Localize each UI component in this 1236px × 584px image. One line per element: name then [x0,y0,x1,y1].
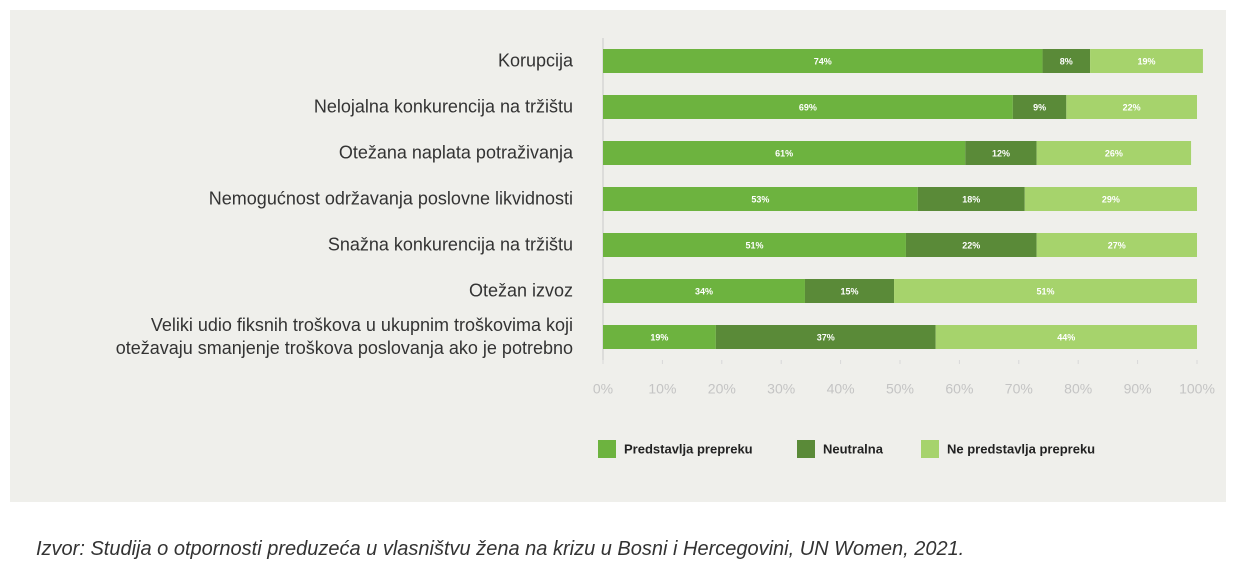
x-tick-label: 30% [767,381,795,397]
bar-segment [917,187,1025,211]
x-tick-label: 10% [648,381,676,397]
category-label: Nelojalna konkurencija na tržištu [313,96,573,117]
legend-swatch [598,440,616,458]
x-tick-label: 100% [1179,381,1215,397]
value-label: 74% [814,56,832,66]
category-label: Otežana naplata potraživanja [338,142,573,163]
legend-swatch [921,440,939,458]
value-label: 53% [751,194,769,204]
value-label: 19% [650,332,668,342]
category-label: Nemogućnost održavanja poslovne likvidno… [208,188,573,209]
bar-segment [603,49,1043,73]
category-label: Veliki udio fiksnih troškova u ukupnim t… [115,315,573,358]
legend-swatch [797,440,815,458]
bar-segment [1066,95,1197,119]
bar-segment [1090,49,1203,73]
x-tick-label: 60% [945,381,973,397]
x-tick-label: 80% [1064,381,1092,397]
value-label: 44% [1057,332,1075,342]
value-label: 19% [1138,56,1156,66]
value-label: 26% [1105,148,1123,158]
x-tick-label: 70% [1005,381,1033,397]
bar-segment [804,279,895,303]
bar-segment [603,187,918,211]
bar-segment [1036,141,1192,165]
value-label: 22% [962,240,980,250]
bar-segment [1024,187,1197,211]
bar-segment [894,279,1197,303]
legend-label: Predstavlja prepreku [624,441,753,456]
value-label: 22% [1123,102,1141,112]
bar-segment [603,95,1013,119]
x-tick-label: 50% [886,381,914,397]
category-label: Korupcija [497,50,573,71]
bar-segment [603,279,805,303]
x-tick-label: 40% [827,381,855,397]
category-label: Snažna konkurencija na tržištu [327,234,573,255]
value-label: 34% [695,286,713,296]
value-label: 29% [1102,194,1120,204]
value-label: 18% [962,194,980,204]
x-tick-label: 20% [708,381,736,397]
bar-segment [603,141,966,165]
value-label: 51% [1037,286,1055,296]
category-label: Otežan izvoz [468,280,573,301]
bar-segment [905,233,1037,257]
value-label: 9% [1033,102,1046,112]
bar-segment [603,325,716,349]
value-label: 37% [817,332,835,342]
value-label: 61% [775,148,793,158]
bar-segment [965,141,1037,165]
value-label: 27% [1108,240,1126,250]
bar-segment [603,233,906,257]
bar-segment [1012,95,1067,119]
source-note: Izvor: Studija o otpornosti preduzeća u … [36,538,965,560]
value-label: 69% [799,102,817,112]
value-label: 12% [992,148,1010,158]
x-tick-label: 90% [1124,381,1152,397]
value-label: 8% [1060,56,1073,66]
bar-segment [715,325,936,349]
x-tick-label: 0% [593,381,613,397]
legend-label: Neutralna [823,441,884,456]
value-label: 51% [745,240,763,250]
bar-segment [1036,233,1197,257]
value-label: 15% [841,286,859,296]
legend-label: Ne predstavlja prepreku [947,441,1095,456]
bar-segment [1042,49,1091,73]
bar-segment [935,325,1197,349]
